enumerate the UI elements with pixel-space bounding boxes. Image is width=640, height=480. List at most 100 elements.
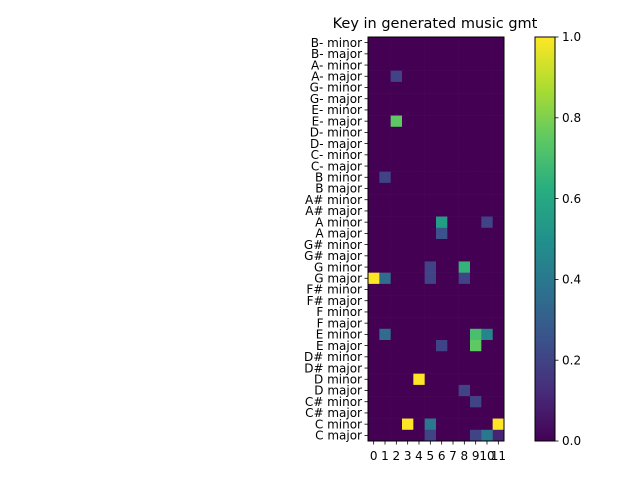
heatmap-cell (379, 239, 391, 251)
heatmap-cell (481, 216, 493, 229)
heatmap-cell (470, 283, 482, 296)
heatmap-cell (390, 418, 403, 431)
heatmap-cell (379, 160, 391, 172)
heatmap-cell (402, 171, 414, 184)
heatmap-cell (436, 194, 448, 206)
heatmap-cell (447, 250, 459, 262)
y-tick-label: D# minor (304, 350, 362, 364)
x-tick-label: 8 (461, 449, 469, 463)
heatmap-cell (447, 115, 459, 128)
heatmap-cell (402, 340, 414, 352)
y-tick-label: B minor (315, 170, 362, 184)
heatmap-cell (413, 272, 425, 285)
y-tick-label: B major (315, 182, 362, 196)
heatmap-cell (379, 407, 391, 419)
heatmap-cell (379, 429, 391, 442)
heatmap-cell (458, 104, 471, 116)
heatmap-cell (379, 283, 391, 296)
heatmap-cell (481, 48, 493, 60)
heatmap-cell (413, 194, 425, 206)
heatmap-cell (470, 93, 482, 105)
heatmap-cell (458, 171, 471, 184)
heatmap-cell (481, 149, 493, 161)
heatmap-cell (402, 126, 414, 139)
heatmap-cell (379, 70, 391, 83)
heatmap-cell (458, 418, 471, 431)
heatmap-cell (492, 160, 505, 172)
heatmap-cell (458, 340, 471, 352)
heatmap-cell (447, 283, 459, 296)
heatmap-cell (436, 205, 448, 217)
y-tick-label: A- minor (311, 58, 362, 72)
heatmap-cell (458, 351, 471, 363)
heatmap-cell (470, 160, 482, 172)
heatmap-cell (447, 418, 459, 431)
heatmap-cell (481, 104, 493, 116)
heatmap-cell (413, 48, 425, 60)
heatmap-cell (379, 126, 391, 139)
heatmap-cell (447, 81, 459, 94)
heatmap-cell (402, 138, 414, 150)
heatmap-cell (447, 306, 459, 318)
heatmap-cell (402, 216, 414, 229)
heatmap-cell (492, 194, 505, 206)
heatmap-cell (458, 149, 471, 161)
heatmap-cell (424, 104, 437, 116)
heatmap-cell (368, 418, 380, 431)
heatmap-cell (390, 115, 403, 128)
heatmap-cell (492, 351, 505, 363)
y-tick-label: C major (315, 429, 362, 443)
heatmap-cell (390, 81, 403, 94)
heatmap-cell (447, 429, 459, 442)
heatmap-cell (390, 104, 403, 116)
y-tick-label: C# minor (305, 395, 362, 409)
heatmap-cell (492, 149, 505, 161)
heatmap-cell (470, 126, 482, 139)
heatmap-cell (447, 227, 459, 240)
y-tick-label: C- minor (311, 148, 362, 162)
heatmap-cell (379, 373, 391, 386)
heatmap-cell (470, 429, 482, 442)
heatmap-cell (481, 37, 493, 49)
y-tick-label: A minor (315, 215, 362, 229)
heatmap-cell (492, 171, 505, 184)
heatmap-cell (470, 340, 482, 352)
heatmap-cell (424, 171, 437, 184)
heatmap-cell (492, 115, 505, 128)
heatmap-cell (447, 351, 459, 363)
x-tick-label: 0 (370, 449, 378, 463)
heatmap-cell (481, 283, 493, 296)
y-tick-label: A# minor (305, 193, 362, 207)
heatmap-cell (458, 216, 471, 229)
heatmap-cell (424, 429, 437, 442)
heatmap-cell (402, 362, 414, 374)
y-tick-label: E- major (312, 114, 362, 128)
heatmap-cell (402, 351, 414, 363)
y-tick-label: D minor (314, 372, 362, 386)
heatmap-cell (492, 306, 505, 318)
heatmap-cell (458, 295, 471, 307)
heatmap-cell (368, 227, 380, 240)
heatmap-cell (481, 194, 493, 206)
heatmap-cell (424, 272, 437, 285)
heatmap-cell (402, 306, 414, 318)
y-tick-label: F minor (316, 305, 362, 319)
heatmap-cell (492, 340, 505, 352)
heatmap-cell (402, 194, 414, 206)
heatmap-cell (447, 373, 459, 386)
y-tick-label: D- minor (310, 126, 362, 140)
heatmap-cell (492, 37, 505, 49)
heatmap-cell (481, 340, 493, 352)
heatmap-cell (481, 328, 493, 341)
heatmap-cell (458, 283, 471, 296)
heatmap-cell (424, 81, 437, 94)
heatmap-cell (402, 418, 414, 431)
colorbar-tick-label: 0.8 (562, 111, 581, 125)
heatmap-cell (379, 149, 391, 161)
heatmap-cell (458, 126, 471, 139)
heatmap-cell (402, 104, 414, 116)
heatmap-cell (470, 227, 482, 240)
heatmap-cell (413, 250, 425, 262)
heatmap-cell (458, 362, 471, 374)
heatmap-cell (424, 306, 437, 318)
